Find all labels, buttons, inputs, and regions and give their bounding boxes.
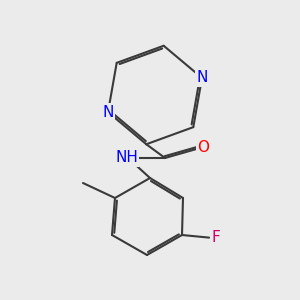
Text: F: F xyxy=(212,230,220,245)
Text: N: N xyxy=(196,70,208,86)
Text: NH: NH xyxy=(115,151,138,166)
Text: O: O xyxy=(198,140,210,155)
Text: N: N xyxy=(102,105,114,120)
